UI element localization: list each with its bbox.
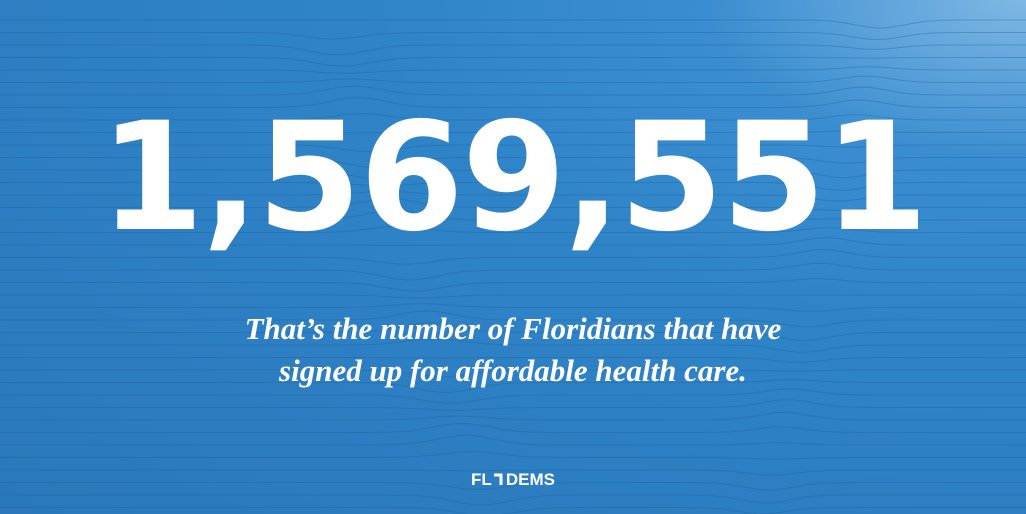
wave-line (0, 144, 1026, 153)
wave-line (0, 294, 1026, 299)
wave-line (0, 469, 1026, 476)
wave-line (0, 451, 1026, 460)
wave-line (0, 32, 1026, 41)
logo: FL DEMS (0, 470, 1026, 490)
wave-line (0, 225, 1026, 233)
wave-line (0, 169, 1026, 180)
wave-line (0, 379, 1026, 393)
wave-line (0, 434, 1026, 446)
wave-line (0, 85, 1026, 96)
wave-line (0, 322, 1026, 342)
wave-line (0, 482, 1026, 491)
wave-line (0, 411, 1026, 421)
wave-line (0, 278, 1026, 292)
wave-line (0, 303, 1026, 312)
wave-line (0, 338, 1026, 353)
logo-text: DEMS (505, 470, 555, 489)
logo-text: FL (471, 470, 492, 489)
wave-line (0, 113, 1026, 121)
wave-line (0, 190, 1026, 202)
wave-line (0, 209, 1026, 221)
subtitle-line: That’s the number of Floridians that hav… (244, 311, 782, 346)
wave-line (0, 66, 1026, 74)
wave-line (0, 19, 1026, 29)
wave-line (0, 422, 1026, 433)
wave-line (0, 182, 1026, 191)
wave-line (0, 157, 1026, 168)
wave-line (0, 399, 1026, 411)
headline-number: 1,569,551 (99, 91, 929, 265)
wave-line (0, 237, 1026, 246)
wave-line (0, 248, 1026, 265)
wave-line (0, 198, 1026, 211)
wave-line (0, 262, 1026, 281)
wave-line (0, 97, 1026, 108)
wave-line (0, 75, 1026, 83)
logo-icon (493, 473, 503, 485)
wave-line (0, 507, 1026, 514)
subtitle-line: signed up for affordable health care. (279, 353, 747, 388)
wave-line (0, 369, 1026, 378)
wave-line (0, 494, 1026, 506)
wave-line (0, 44, 1026, 56)
wave-line (0, 388, 1026, 404)
wave-line (0, 130, 1026, 134)
wave-line (0, 357, 1026, 363)
wave-line (0, 310, 1026, 328)
wave-line (0, 57, 1026, 67)
